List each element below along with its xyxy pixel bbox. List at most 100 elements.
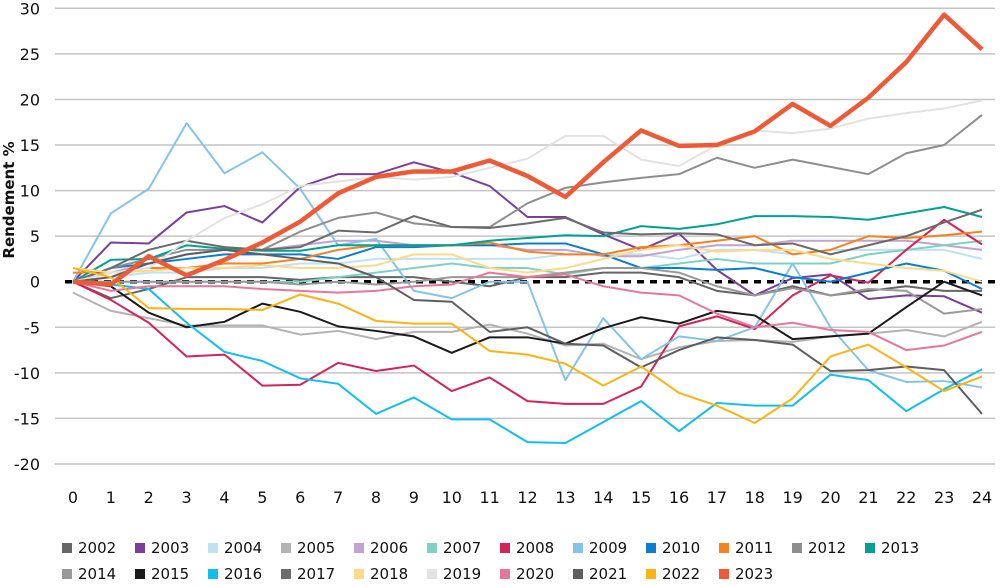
x-tick-label: 17 — [707, 488, 727, 507]
legend-label: 2015 — [151, 565, 190, 583]
legend-label: 2011 — [735, 539, 774, 557]
series-line-2005 — [72, 291, 983, 361]
series-line-2010 — [72, 242, 983, 290]
y-tick-label: 25 — [20, 45, 40, 64]
legend-item-2014: 2014 — [62, 561, 135, 587]
x-tick-label: 22 — [896, 488, 916, 507]
legend-label: 2013 — [881, 539, 920, 557]
legend-label: 2002 — [78, 539, 117, 557]
legend-swatch — [208, 543, 218, 553]
legend-swatch — [354, 569, 364, 579]
legend-label: 2018 — [370, 565, 409, 583]
legend-item-2023: 2023 — [719, 561, 792, 587]
legend-swatch — [427, 569, 437, 579]
legend-swatch — [135, 569, 145, 579]
legend-label: 2023 — [735, 565, 774, 583]
legend-item-2010: 2010 — [646, 535, 719, 561]
x-tick-label: 0 — [68, 488, 78, 507]
legend-item-2006: 2006 — [354, 535, 427, 561]
legend-swatch — [62, 543, 72, 553]
legend-label: 2003 — [151, 539, 190, 557]
legend-item-2013: 2013 — [865, 535, 938, 561]
x-tick-label: 12 — [517, 488, 537, 507]
legend-label: 2005 — [297, 539, 336, 557]
y-tick-label: 15 — [20, 136, 40, 155]
series-line-2011 — [73, 230, 983, 274]
legend-item-2018: 2018 — [354, 561, 427, 587]
legend-label: 2008 — [516, 539, 555, 557]
series-line-2016 — [72, 280, 983, 445]
legend-swatch — [281, 543, 291, 553]
legend-item-2011: 2011 — [719, 535, 792, 561]
legend-item-2003: 2003 — [135, 535, 208, 561]
legend-swatch — [573, 569, 583, 579]
x-tick-label: 11 — [479, 488, 499, 507]
x-tick-label: 24 — [972, 488, 992, 507]
legend-swatch — [719, 569, 729, 579]
legend-item-2009: 2009 — [573, 535, 646, 561]
x-tick-label: 9 — [409, 488, 419, 507]
legend-item-2012: 2012 — [792, 535, 865, 561]
legend-swatch — [427, 543, 437, 553]
gridlines — [55, 7, 995, 465]
series-line-2021 — [72, 248, 983, 415]
legend-swatch — [500, 543, 510, 553]
series-line-2019 — [72, 99, 983, 283]
x-axis-ticks: 0 1 2 3 4 5 6 7 8 9 10 11 12 13 14 15 16 17 18 19 20 21 22 23 24 — [68, 488, 992, 507]
legend-swatch — [719, 543, 729, 553]
legend-item-2019: 2019 — [427, 561, 500, 587]
legend-label: 2020 — [516, 565, 555, 583]
x-tick-label: 23 — [934, 488, 954, 507]
legend-label: 2017 — [297, 565, 336, 583]
series-line-2023 — [72, 12, 984, 287]
series-line-2014 — [73, 267, 983, 315]
legend-label: 2009 — [589, 539, 628, 557]
series-line-2020 — [72, 271, 983, 352]
y-tick-label: -5 — [24, 318, 40, 337]
x-tick-label: 21 — [858, 488, 878, 507]
x-tick-label: 5 — [257, 488, 267, 507]
legend: 2002 2003 2004 2005 2006 2007 2008 2009 2010 2011… — [62, 535, 1000, 587]
legend-label: 2012 — [808, 539, 847, 557]
x-tick-label: 16 — [669, 488, 689, 507]
legend-item-2007: 2007 — [427, 535, 500, 561]
x-tick-label: 19 — [782, 488, 802, 507]
legend-item-2017: 2017 — [281, 561, 354, 587]
y-tick-label: 20 — [20, 90, 40, 109]
legend-swatch — [573, 543, 583, 553]
y-tick-label: 0 — [30, 273, 40, 292]
x-tick-label: 15 — [631, 488, 651, 507]
legend-label: 2006 — [370, 539, 409, 557]
x-tick-label: 14 — [593, 488, 613, 507]
y-tick-label: 5 — [30, 227, 40, 246]
legend-label: 2021 — [589, 565, 628, 583]
legend-item-2008: 2008 — [500, 535, 573, 561]
x-tick-label: 13 — [555, 488, 575, 507]
legend-swatch — [281, 569, 291, 579]
series-line-2022 — [72, 267, 983, 424]
legend-swatch — [500, 569, 510, 579]
legend-item-2004: 2004 — [208, 535, 281, 561]
series-lines — [72, 12, 984, 445]
series-line-2015 — [72, 280, 983, 354]
y-tick-label: 10 — [20, 182, 40, 201]
legend-item-2022: 2022 — [646, 561, 719, 587]
legend-swatch — [865, 543, 875, 553]
legend-swatch — [646, 569, 656, 579]
legend-label: 2016 — [224, 565, 263, 583]
legend-label: 2014 — [78, 565, 117, 583]
legend-label: 2007 — [443, 539, 482, 557]
legend-swatch — [646, 543, 656, 553]
x-tick-label: 10 — [442, 488, 462, 507]
legend-swatch — [135, 543, 145, 553]
legend-swatch — [208, 569, 218, 579]
legend-label: 2022 — [662, 565, 701, 583]
y-axis-label: Rendement % — [0, 141, 18, 258]
y-tick-label: 30 — [20, 0, 40, 18]
legend-label: 2010 — [662, 539, 701, 557]
series-line-2008 — [72, 218, 983, 405]
x-tick-label: 8 — [371, 488, 381, 507]
x-tick-label: 4 — [219, 488, 229, 507]
y-tick-label: -20 — [14, 455, 40, 474]
